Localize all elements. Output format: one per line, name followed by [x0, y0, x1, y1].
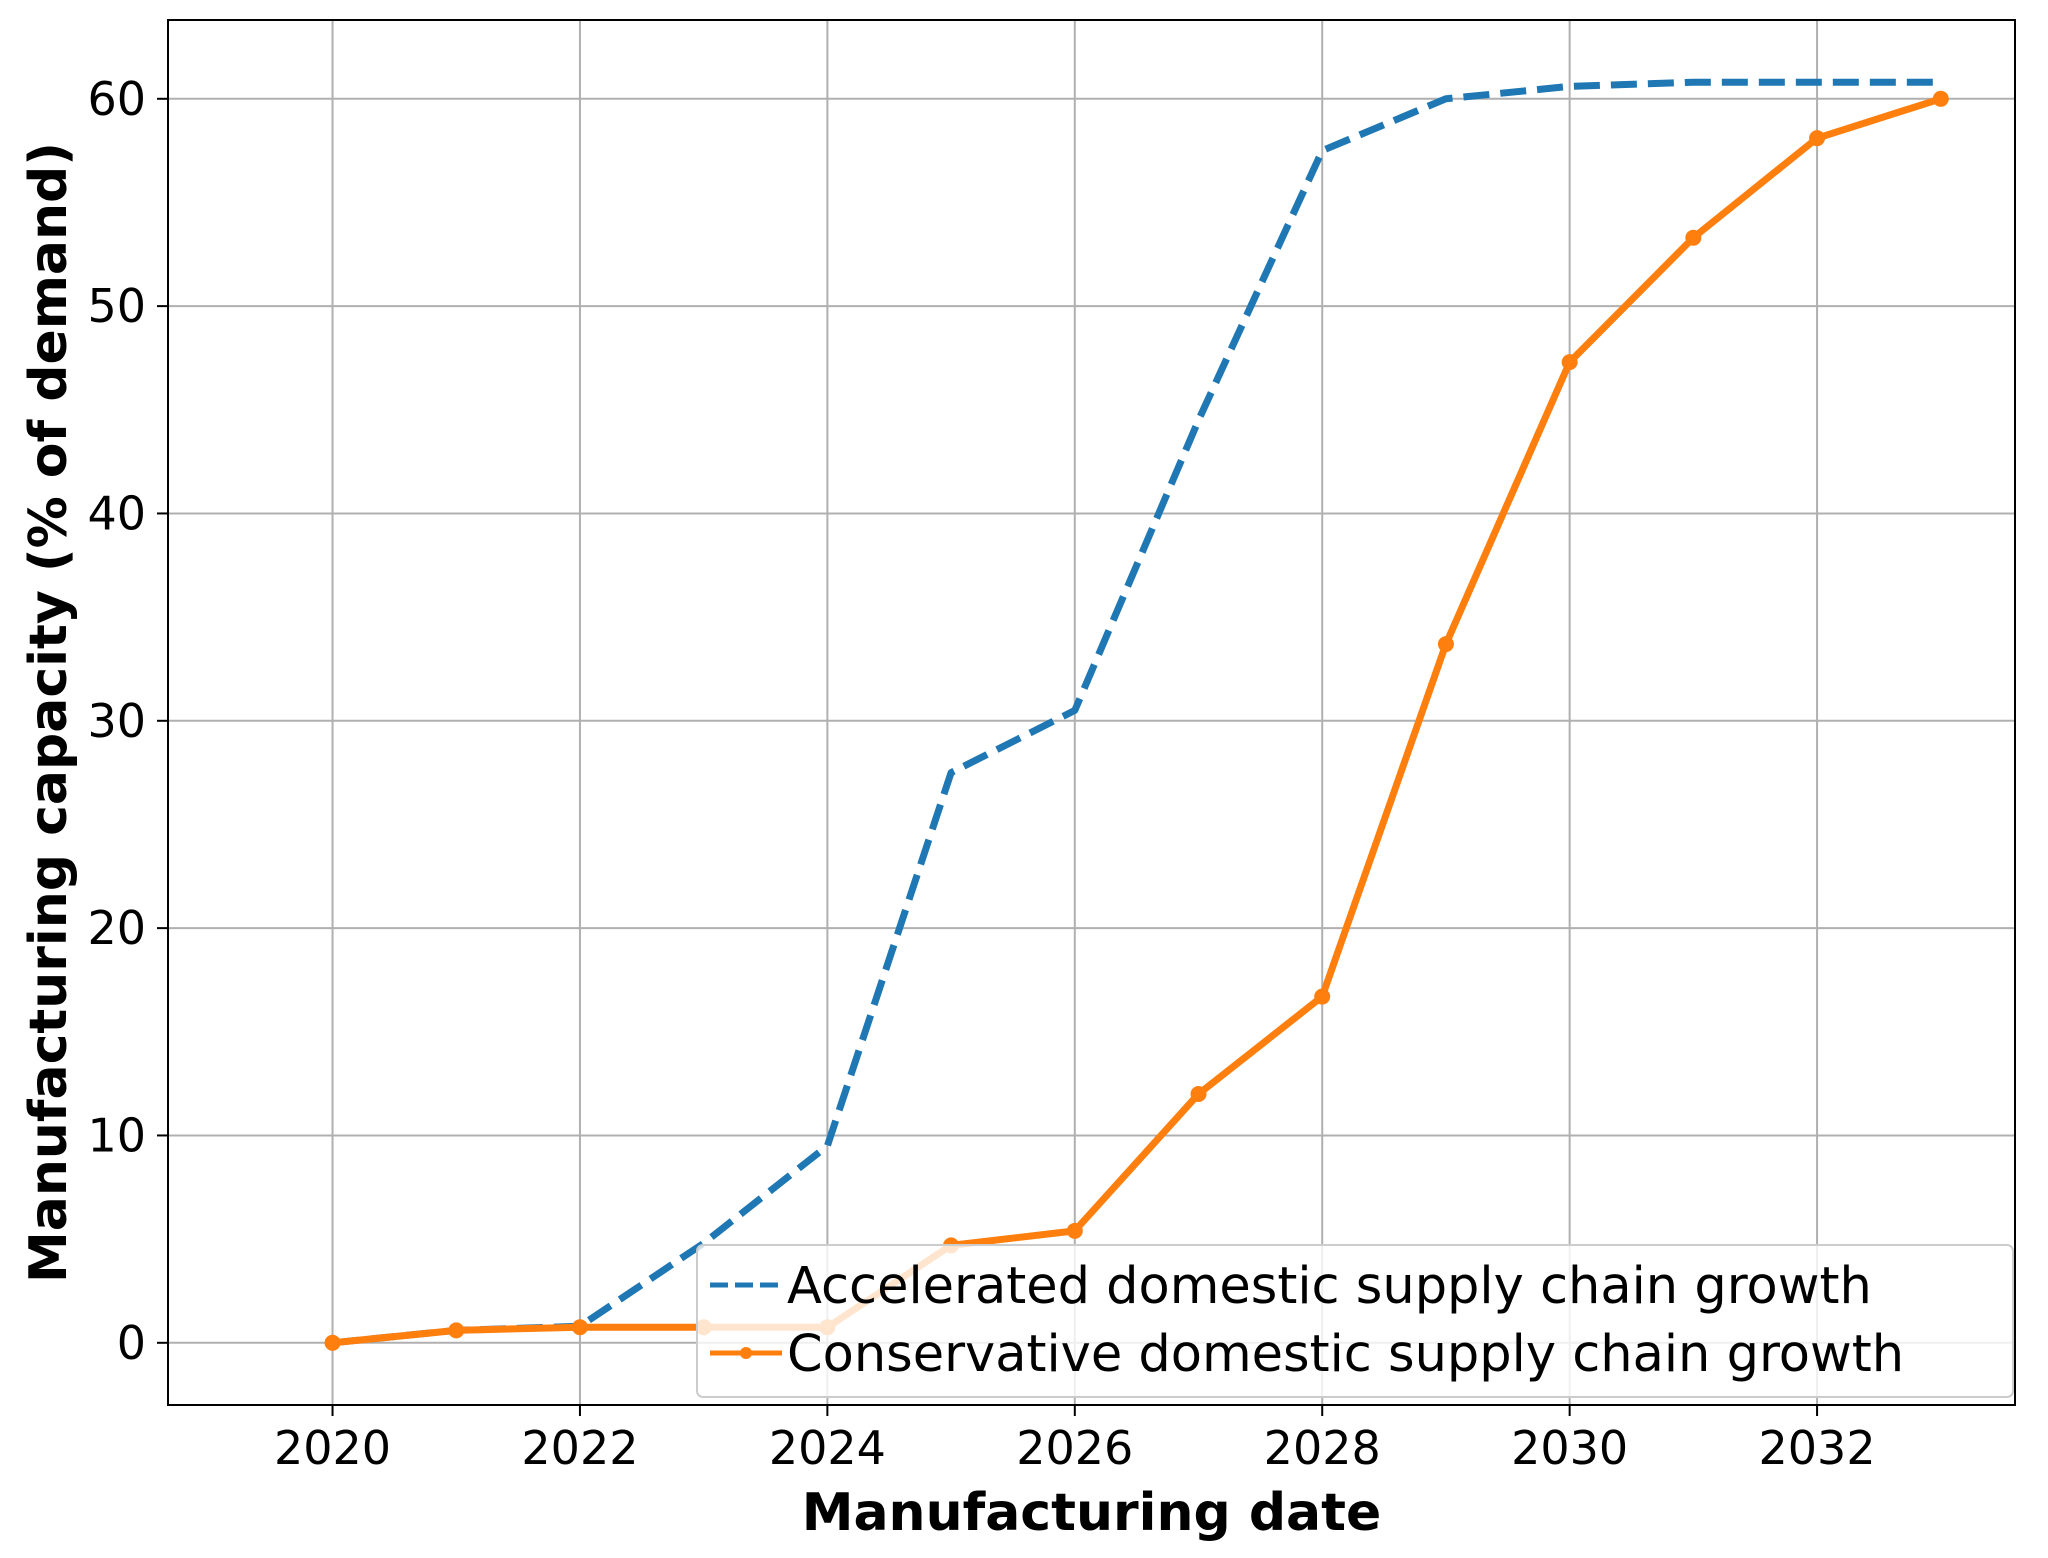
y-tick-label: 40 [87, 486, 146, 540]
legend-label-2: Conservative domestic supply chain growt… [787, 1325, 1904, 1384]
series-2-point [1809, 130, 1826, 147]
plot-frame [167, 19, 2016, 1406]
x-axis-title: Manufacturing date [802, 1483, 1382, 1543]
x-tick-label: 2020 [274, 1421, 391, 1475]
y-tick-label: 30 [87, 694, 146, 748]
series-2-point [324, 1334, 341, 1351]
series-2-point [1190, 1085, 1207, 1102]
series-2-point [1561, 354, 1578, 371]
y-tick-label: 0 [117, 1316, 146, 1370]
series-2-point [1685, 229, 1702, 246]
series-2-point [571, 1319, 588, 1336]
series-2-point [448, 1322, 465, 1339]
grid-lines [168, 20, 2015, 1405]
x-tick-label: 2024 [769, 1421, 886, 1475]
x-tick-label: 2028 [1264, 1421, 1381, 1475]
x-tick-label: 2032 [1759, 1421, 1876, 1475]
series-2-point [1066, 1222, 1083, 1239]
series-line-2 [329, 95, 1945, 1347]
y-tick-label: 60 [87, 72, 146, 126]
series-2-point [1314, 988, 1331, 1005]
data-series [324, 78, 1949, 1351]
y-tick-label: 20 [87, 901, 146, 955]
series-2-point [1932, 90, 1949, 107]
y-tick-label: 50 [87, 279, 146, 333]
series-2-point [1437, 636, 1454, 653]
legend: Accelerated domestic supply chain growth… [696, 1244, 2014, 1398]
x-tick-label: 2022 [521, 1421, 638, 1475]
axis-ticks: 2020 2022 2024 2026 2028 2030 2032010203040506… [87, 72, 1875, 1475]
legend-marker-2 [740, 1347, 752, 1359]
x-tick-label: 2026 [1016, 1421, 1133, 1475]
series-line-1 [332, 78, 1941, 1347]
legend-label-1: Accelerated domestic supply chain growth [787, 1257, 1872, 1316]
x-tick-label: 2030 [1511, 1421, 1628, 1475]
legend-box [696, 1244, 2014, 1398]
y-axis-title: Manufacturing capacity (% of demand) [19, 142, 79, 1283]
y-tick-label: 10 [87, 1108, 146, 1162]
